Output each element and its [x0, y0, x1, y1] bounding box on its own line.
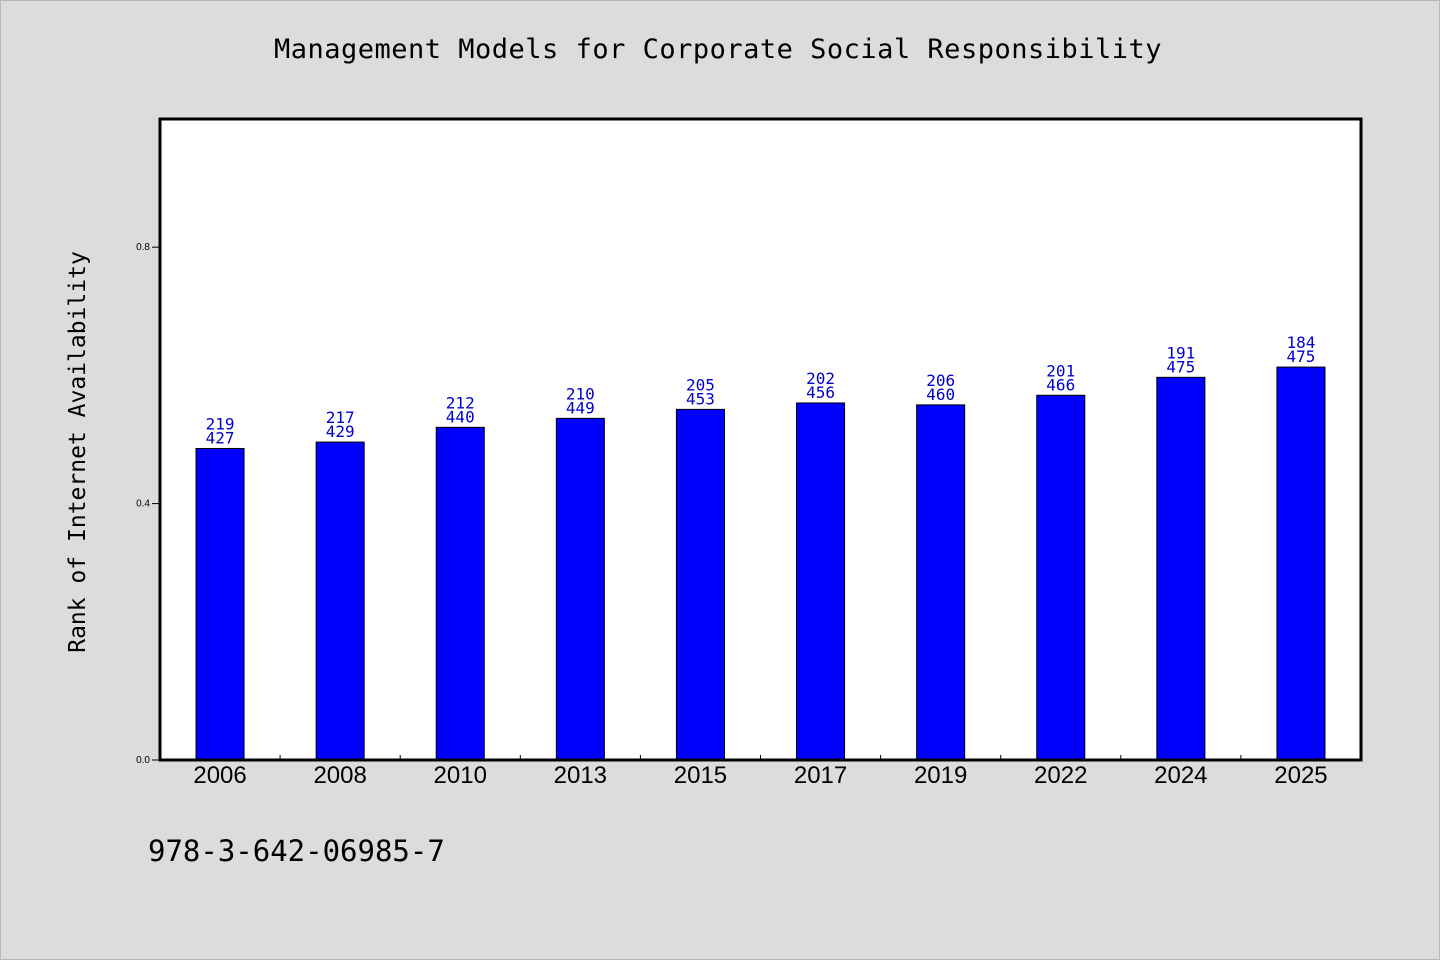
- y-axis: 0.0 0.4 0.8: [136, 242, 160, 766]
- data-label-lower-2013: 449: [566, 398, 595, 417]
- data-label-upper-2017: 202: [806, 369, 835, 388]
- data-label-upper-2013: 210: [566, 384, 595, 403]
- x-tick-label-2015: 2015: [674, 762, 727, 789]
- data-label-upper-2025: 184: [1286, 333, 1315, 352]
- data-label-upper-2022: 201: [1046, 361, 1075, 380]
- bar-2010: [435, 426, 485, 761]
- x-tick-label-2024: 2024: [1154, 762, 1207, 789]
- bar-2019: [916, 404, 966, 761]
- bar-2024: [1156, 376, 1206, 761]
- x-tick-label-2022: 2022: [1034, 762, 1087, 789]
- chart-title: Management Models for Corporate Social R…: [273, 34, 1163, 65]
- data-label-upper-2019: 206: [926, 371, 955, 390]
- data-label-lower-2019: 460: [926, 385, 955, 404]
- data-label-upper-2015: 205: [686, 375, 715, 394]
- x-tick-label-2017: 2017: [794, 762, 847, 789]
- data-label-lower-2022: 466: [1046, 375, 1075, 394]
- x-tick-label-2013: 2013: [554, 762, 607, 789]
- data-label-lower-2010: 440: [446, 407, 475, 426]
- y-tick-label-0.4: 0.4: [136, 499, 150, 510]
- y-axis-title: Rank of Internet Availability: [65, 251, 91, 653]
- x-tick-label-2010: 2010: [434, 762, 487, 789]
- bar-2025: [1276, 366, 1326, 761]
- data-labels-layer: 2194272174292124402104492054532024562064…: [206, 333, 1316, 447]
- bar-2015: [675, 408, 725, 761]
- y-tick-label-0.0: 0.0: [136, 755, 150, 766]
- x-tick-label-2008: 2008: [313, 762, 366, 789]
- bar-2013: [555, 417, 605, 761]
- y-tick-label-0.8: 0.8: [136, 242, 150, 253]
- plot-frame: [158, 117, 1363, 762]
- x-tick-label-2006: 2006: [193, 762, 246, 789]
- bar-2006: [195, 447, 245, 761]
- data-label-upper-2006: 219: [206, 414, 235, 433]
- data-label-upper-2010: 212: [446, 393, 475, 412]
- data-label-lower-2008: 429: [326, 422, 355, 441]
- data-label-lower-2006: 427: [206, 428, 235, 447]
- bar-2008: [315, 441, 365, 761]
- x-tick-label-2019: 2019: [914, 762, 967, 789]
- x-axis: 2006 2008 2010 2013 2015 2017 2019 2022 2024 2025: [193, 755, 1328, 789]
- data-label-lower-2025: 475: [1286, 347, 1315, 366]
- data-label-upper-2024: 191: [1166, 343, 1195, 362]
- bar-2017: [796, 402, 846, 761]
- data-label-lower-2024: 475: [1166, 357, 1195, 376]
- x-tick-label-2025: 2025: [1274, 762, 1327, 789]
- data-label-lower-2017: 456: [806, 383, 835, 402]
- bars-layer: [195, 366, 1326, 761]
- data-label-upper-2008: 217: [326, 408, 355, 427]
- bar-2022: [1036, 394, 1086, 761]
- isbn-label: 978-3-642-06985-7: [148, 834, 445, 868]
- data-label-lower-2015: 453: [686, 389, 715, 408]
